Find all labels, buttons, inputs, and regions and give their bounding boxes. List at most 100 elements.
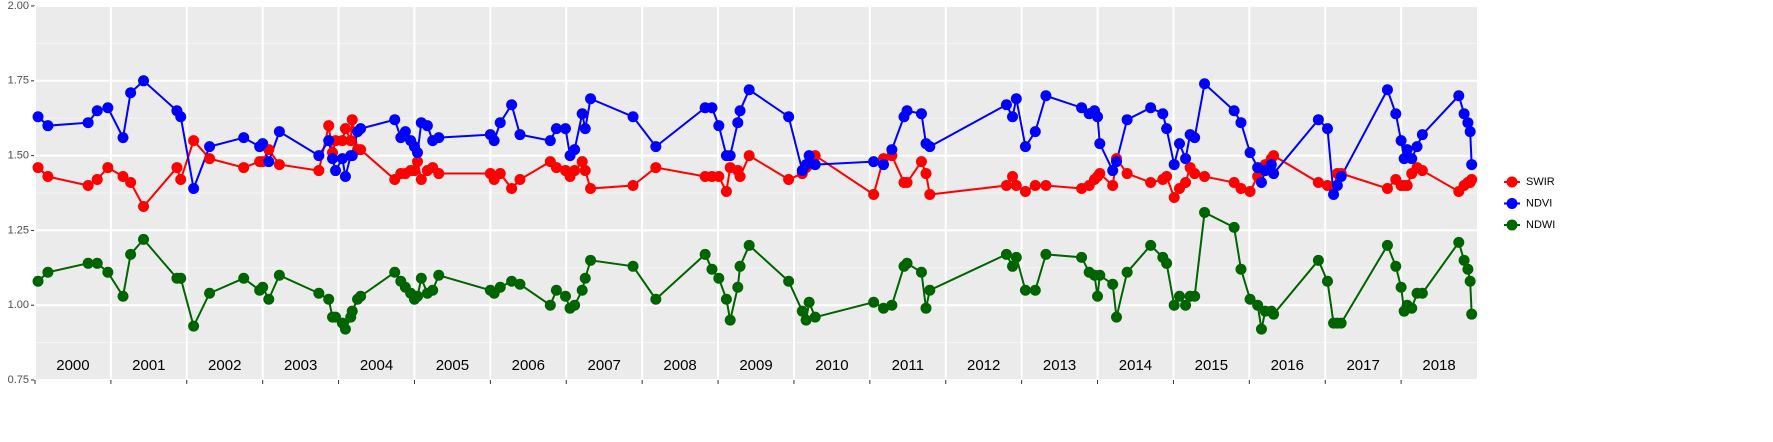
data-point bbox=[415, 174, 427, 186]
data-point bbox=[91, 105, 103, 117]
data-point bbox=[1007, 260, 1019, 272]
data-point bbox=[1395, 135, 1407, 147]
data-point bbox=[650, 293, 662, 305]
year-label: 2004 bbox=[360, 357, 393, 374]
data-point bbox=[627, 260, 639, 272]
data-point bbox=[1268, 308, 1280, 320]
data-point bbox=[273, 269, 285, 281]
data-point bbox=[1335, 317, 1347, 329]
data-point bbox=[713, 120, 725, 132]
data-point bbox=[1161, 123, 1173, 135]
data-point bbox=[1381, 84, 1393, 96]
data-point bbox=[1321, 275, 1333, 287]
data-point bbox=[732, 281, 744, 293]
data-point bbox=[257, 281, 269, 293]
data-point bbox=[345, 135, 357, 147]
data-point bbox=[1268, 150, 1280, 162]
data-point bbox=[1040, 248, 1052, 260]
data-point bbox=[330, 165, 342, 177]
data-point bbox=[408, 165, 420, 177]
data-point bbox=[550, 123, 562, 135]
data-point bbox=[1255, 323, 1267, 335]
data-point bbox=[238, 272, 250, 284]
data-point bbox=[412, 147, 424, 159]
data-point bbox=[1381, 183, 1393, 195]
data-point bbox=[901, 257, 913, 269]
data-point bbox=[117, 290, 129, 302]
data-point bbox=[743, 84, 755, 96]
data-point bbox=[412, 156, 424, 168]
data-point bbox=[346, 150, 358, 162]
y-tick-label: 1.00 bbox=[8, 299, 29, 311]
data-point bbox=[415, 272, 427, 284]
data-point bbox=[915, 108, 927, 120]
data-point bbox=[1189, 168, 1201, 180]
data-point bbox=[433, 269, 445, 281]
data-point bbox=[1381, 239, 1393, 251]
legend-label: SWIR bbox=[1526, 176, 1555, 188]
data-point bbox=[1265, 159, 1277, 171]
data-point bbox=[1040, 180, 1052, 192]
data-point bbox=[412, 290, 424, 302]
data-point bbox=[1180, 299, 1192, 311]
data-point bbox=[1406, 302, 1418, 314]
data-point bbox=[1173, 290, 1185, 302]
data-point bbox=[494, 168, 506, 180]
data-point bbox=[1145, 102, 1157, 114]
data-point bbox=[713, 171, 725, 183]
data-point bbox=[102, 266, 114, 278]
data-point bbox=[138, 233, 150, 245]
data-point bbox=[734, 105, 746, 117]
data-point bbox=[346, 114, 358, 126]
data-point bbox=[886, 299, 898, 311]
data-point bbox=[188, 135, 200, 147]
data-point bbox=[175, 272, 187, 284]
data-point bbox=[569, 299, 581, 311]
data-point bbox=[901, 177, 913, 189]
data-point bbox=[1464, 275, 1476, 287]
data-point bbox=[544, 135, 556, 147]
year-label: 2013 bbox=[1043, 357, 1076, 374]
data-point bbox=[1157, 108, 1169, 120]
data-point bbox=[706, 102, 718, 114]
data-point bbox=[323, 293, 335, 305]
year-label: 2000 bbox=[56, 357, 89, 374]
data-point bbox=[336, 135, 348, 147]
data-point bbox=[743, 150, 755, 162]
data-point bbox=[1462, 263, 1474, 275]
data-point bbox=[800, 314, 812, 326]
data-point bbox=[924, 141, 936, 153]
y-tick-label: 1.25 bbox=[8, 224, 29, 236]
data-point bbox=[569, 165, 581, 177]
data-point bbox=[1268, 168, 1280, 180]
data-point bbox=[550, 162, 562, 174]
data-point bbox=[102, 162, 114, 174]
data-point bbox=[1228, 221, 1240, 233]
data-point bbox=[576, 156, 588, 168]
data-point bbox=[1395, 281, 1407, 293]
data-point bbox=[1335, 171, 1347, 183]
data-point bbox=[783, 111, 795, 123]
data-point bbox=[1145, 177, 1157, 189]
data-point bbox=[102, 102, 114, 114]
data-point bbox=[1312, 254, 1324, 266]
data-point bbox=[263, 293, 275, 305]
data-point bbox=[1161, 257, 1173, 269]
data-point bbox=[1466, 159, 1478, 171]
data-point bbox=[1331, 180, 1343, 192]
data-point bbox=[339, 171, 351, 183]
data-point bbox=[42, 120, 54, 132]
data-point bbox=[1092, 111, 1104, 123]
data-point bbox=[433, 168, 445, 180]
data-point bbox=[924, 284, 936, 296]
data-point bbox=[506, 183, 518, 195]
year-label: 2005 bbox=[436, 357, 469, 374]
year-label: 2014 bbox=[1119, 357, 1152, 374]
data-point bbox=[138, 200, 150, 212]
data-point bbox=[1180, 153, 1192, 165]
data-point bbox=[734, 171, 746, 183]
data-point bbox=[506, 275, 518, 287]
data-point bbox=[1252, 299, 1264, 311]
data-point bbox=[91, 174, 103, 186]
data-point bbox=[32, 111, 44, 123]
